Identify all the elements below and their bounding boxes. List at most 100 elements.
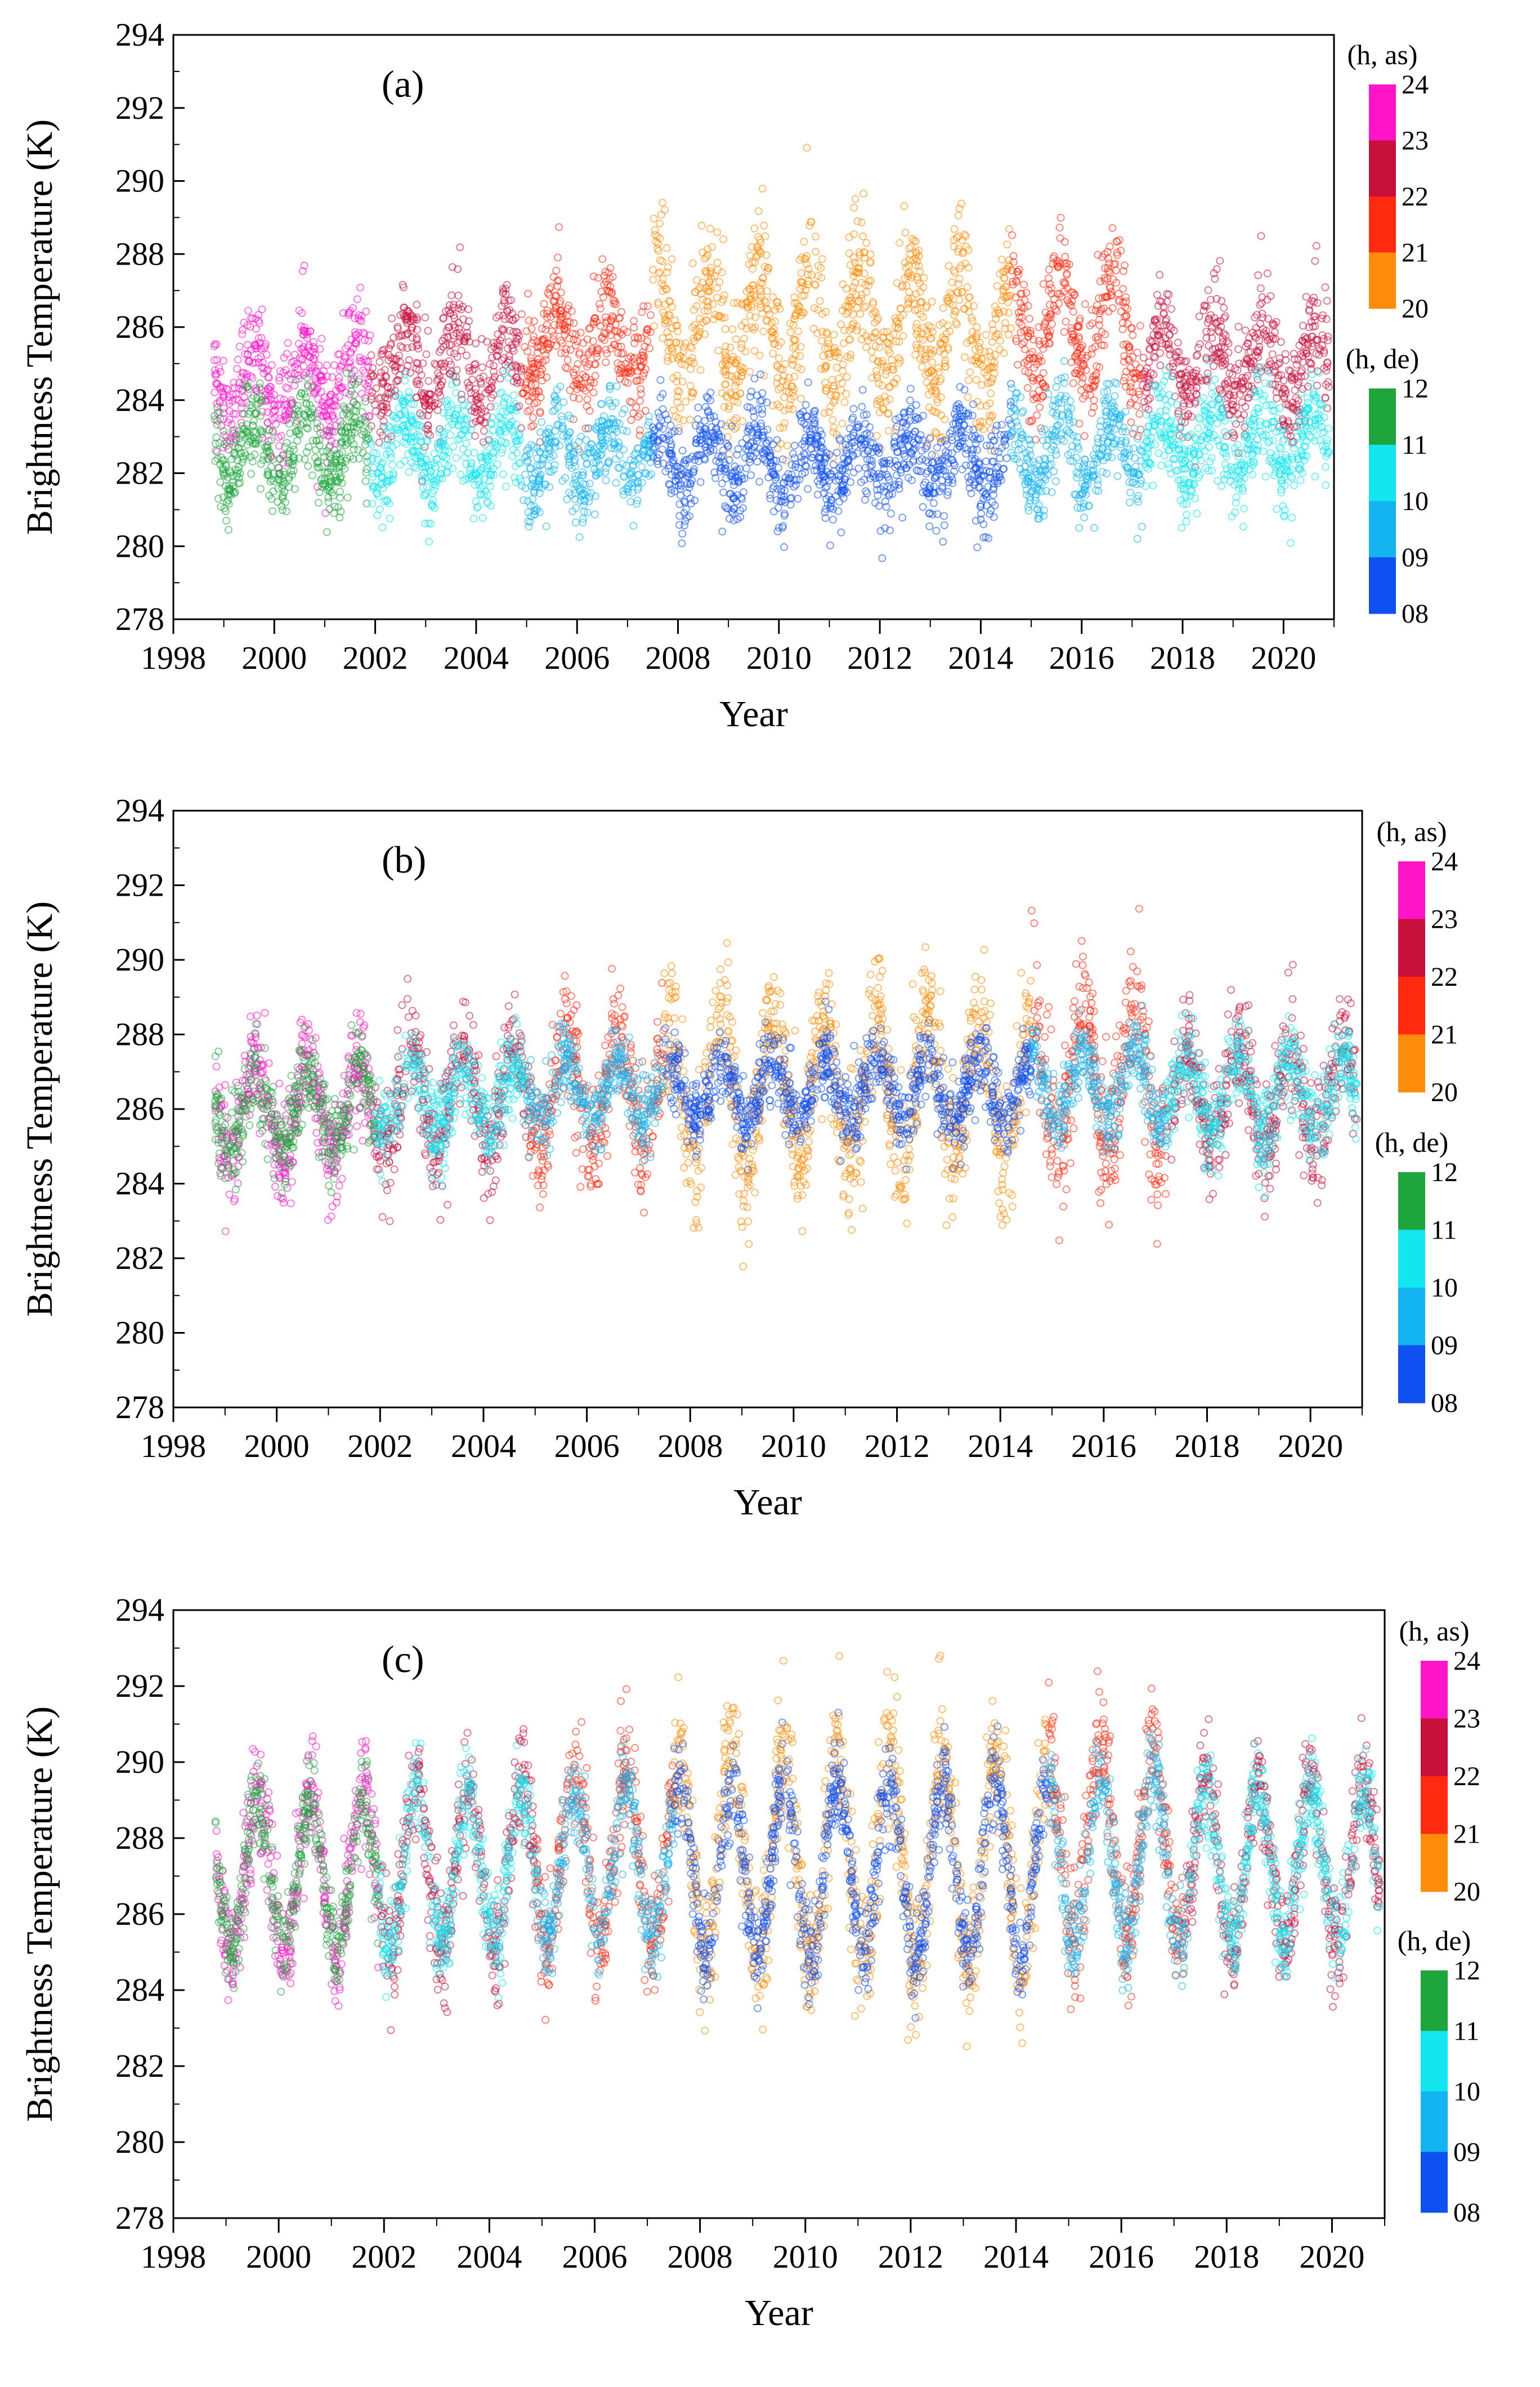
data-point xyxy=(500,296,508,305)
data-point xyxy=(406,310,414,318)
data-point xyxy=(471,432,479,440)
data-point xyxy=(596,305,605,312)
data-point xyxy=(307,364,316,372)
data-point xyxy=(213,356,221,364)
data-point xyxy=(359,328,368,337)
data-point xyxy=(214,494,223,503)
data-point xyxy=(298,355,307,364)
data-point xyxy=(520,389,528,397)
data-point xyxy=(337,361,346,370)
data-point xyxy=(582,436,590,444)
data-point xyxy=(547,283,556,291)
data-point xyxy=(494,341,502,349)
data-point xyxy=(948,278,956,287)
data-point xyxy=(455,324,463,333)
data-point xyxy=(284,371,292,379)
data-point xyxy=(413,301,421,309)
data-point xyxy=(360,336,369,344)
data-point xyxy=(944,262,953,270)
data-point xyxy=(504,338,513,346)
data-point xyxy=(550,320,558,329)
data-point xyxy=(639,351,647,360)
data-point xyxy=(462,351,471,360)
data-point xyxy=(446,431,454,439)
data-point xyxy=(637,390,645,398)
data-point xyxy=(1321,283,1329,292)
data-point xyxy=(452,454,460,462)
data-point xyxy=(585,383,594,392)
data-point xyxy=(928,358,937,366)
data-point xyxy=(432,361,440,369)
data-point xyxy=(593,344,602,352)
data-point xyxy=(912,290,920,298)
data-point xyxy=(973,543,982,552)
data-point xyxy=(335,366,344,374)
data-point xyxy=(459,445,467,453)
data-point xyxy=(906,385,915,393)
data-point xyxy=(860,303,869,312)
data-point xyxy=(308,471,316,480)
data-point xyxy=(488,353,496,361)
data-point xyxy=(919,503,927,511)
data-point xyxy=(614,359,622,368)
data-point xyxy=(570,319,578,328)
data-point xyxy=(371,400,379,409)
data-point xyxy=(1056,213,1065,222)
data-point xyxy=(800,238,808,246)
data-point xyxy=(615,451,624,459)
data-point xyxy=(405,468,413,476)
data-point xyxy=(905,244,914,252)
data-point xyxy=(395,332,403,341)
data-point xyxy=(412,464,420,472)
data-point xyxy=(643,325,652,333)
data-point xyxy=(530,373,538,381)
data-point xyxy=(780,406,789,414)
data-point xyxy=(635,431,644,440)
data-point xyxy=(829,516,837,524)
data-point xyxy=(637,385,645,394)
data-point xyxy=(284,339,292,347)
data-point xyxy=(873,374,881,382)
data-point xyxy=(386,515,394,522)
data-point xyxy=(809,325,818,333)
data-point xyxy=(676,404,684,412)
data-point xyxy=(504,373,513,382)
data-point xyxy=(275,377,284,385)
data-point xyxy=(454,292,463,300)
data-point xyxy=(1167,305,1176,313)
data-point xyxy=(1291,386,1299,395)
data-point xyxy=(885,383,893,392)
data-point xyxy=(932,526,941,535)
data-point xyxy=(330,509,338,517)
data-point xyxy=(473,408,481,417)
data-point xyxy=(450,311,458,320)
data-point xyxy=(536,409,544,417)
data-point xyxy=(542,522,550,530)
data-point xyxy=(388,361,397,369)
data-point xyxy=(226,415,234,424)
data-point xyxy=(535,387,543,396)
data-point xyxy=(1014,360,1022,369)
data-point xyxy=(590,510,599,518)
data-point xyxy=(760,221,768,230)
data-point xyxy=(573,385,581,394)
data-point xyxy=(579,370,587,379)
data-point xyxy=(243,370,251,378)
data-point xyxy=(650,322,659,330)
data-point xyxy=(565,334,574,343)
data-point xyxy=(401,315,410,324)
data-point xyxy=(905,288,913,296)
data-point xyxy=(538,376,547,385)
data-point xyxy=(904,305,912,313)
data-point xyxy=(604,269,612,277)
data-point xyxy=(555,223,563,231)
data-point xyxy=(718,528,727,536)
data-point xyxy=(400,457,409,465)
data-point xyxy=(398,343,406,352)
data-point xyxy=(706,225,714,233)
data-point xyxy=(750,374,759,383)
data-point xyxy=(602,358,610,366)
data-point xyxy=(509,328,518,336)
data-point xyxy=(369,364,377,372)
data-point xyxy=(589,272,598,280)
